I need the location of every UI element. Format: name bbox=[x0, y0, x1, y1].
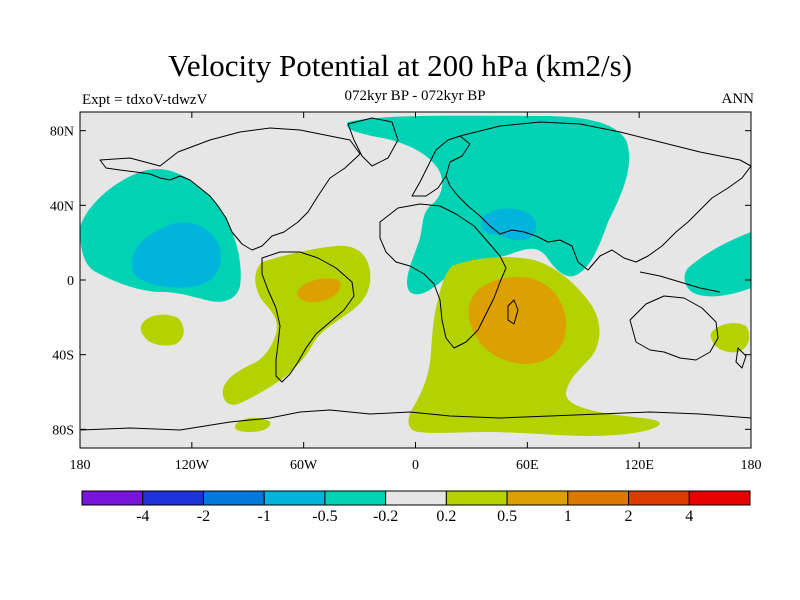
coastline-south-america bbox=[261, 251, 355, 383]
chart-subtitle: 072kyr BP - 072kyr BP bbox=[344, 88, 486, 104]
chart-title: Velocity Potential at 200 hPa (km2/s) bbox=[167, 48, 633, 83]
colorbar-box bbox=[385, 490, 447, 506]
coastline-greenland bbox=[347, 117, 399, 167]
contour-arctic-eurasia-negative bbox=[347, 115, 630, 295]
colorbar-label: 0.2 bbox=[436, 508, 456, 525]
experiment-label: Expt = tdxoV-tdwzV bbox=[82, 92, 208, 108]
colorbar-box bbox=[142, 490, 204, 506]
colorbar-box bbox=[202, 490, 265, 506]
contour-australia-east-positive bbox=[710, 323, 750, 353]
contour-amazon-core bbox=[297, 278, 341, 303]
axis-ticks: 180 120W 60W 0 60E 120E 180 80N 40N 0 40S 80S bbox=[50, 112, 762, 473]
x-tick-label: 60E bbox=[516, 458, 539, 473]
colorbar-box bbox=[324, 490, 387, 506]
x-tick-label: 120W bbox=[175, 458, 210, 473]
coastline-asia bbox=[445, 121, 751, 271]
colorbar-label: -0.5 bbox=[312, 508, 337, 525]
y-tick-label: 40N bbox=[50, 199, 74, 214]
colorbar-label: 1 bbox=[564, 508, 572, 525]
x-tick-label: 180 bbox=[70, 458, 91, 473]
coastline-australia bbox=[629, 295, 719, 361]
colorbar-label: -1 bbox=[258, 508, 271, 525]
contour-western-pacific-negative bbox=[684, 232, 751, 297]
coastline-africa bbox=[379, 203, 507, 349]
y-tick-label: 80N bbox=[50, 125, 74, 140]
colorbar-box bbox=[81, 490, 144, 506]
y-tick-label: 80S bbox=[52, 423, 74, 438]
contour-south-pacific-positive bbox=[140, 314, 184, 346]
colorbar: -4 -2 -1 -0.5 -0.2 0.2 0.5 1 2 4 bbox=[81, 490, 751, 525]
colorbar-box bbox=[628, 490, 690, 506]
contour-middle-east-core bbox=[481, 208, 537, 241]
colorbar-box bbox=[567, 490, 630, 506]
colorbar-label: -0.2 bbox=[373, 508, 398, 525]
contour-madagascar-core bbox=[468, 276, 566, 364]
colorbar-box bbox=[445, 490, 508, 506]
coastline-new-zealand bbox=[735, 347, 747, 369]
coastline-antarctica bbox=[80, 409, 751, 431]
coastline-indonesia bbox=[639, 271, 721, 293]
colorbar-label: -2 bbox=[197, 508, 210, 525]
colorbar-label: 2 bbox=[625, 508, 633, 525]
colorbar-box bbox=[688, 490, 751, 506]
season-label: ANN bbox=[721, 91, 755, 107]
colorbar-box bbox=[506, 490, 569, 506]
coastline-madagascar bbox=[507, 299, 519, 325]
y-tick-label: 40S bbox=[52, 349, 74, 364]
colorbar-label: 0.5 bbox=[497, 508, 517, 525]
x-tick-label: 120E bbox=[624, 458, 654, 473]
x-tick-label: 0 bbox=[412, 458, 419, 473]
contour-antarctic-pacific-positive bbox=[234, 417, 271, 432]
contour-fill-layer bbox=[80, 115, 751, 436]
x-tick-label: 180 bbox=[741, 458, 762, 473]
coastlines bbox=[80, 117, 751, 431]
coastline-north-america bbox=[99, 127, 361, 251]
colorbar-label: 4 bbox=[685, 508, 693, 525]
x-tick-label: 60W bbox=[290, 458, 318, 473]
coastline-europe bbox=[411, 135, 471, 197]
colorbar-box bbox=[263, 490, 326, 506]
colorbar-label: -4 bbox=[136, 508, 149, 525]
y-tick-label: 0 bbox=[67, 274, 74, 289]
contour-east-pacific-core bbox=[132, 222, 221, 288]
